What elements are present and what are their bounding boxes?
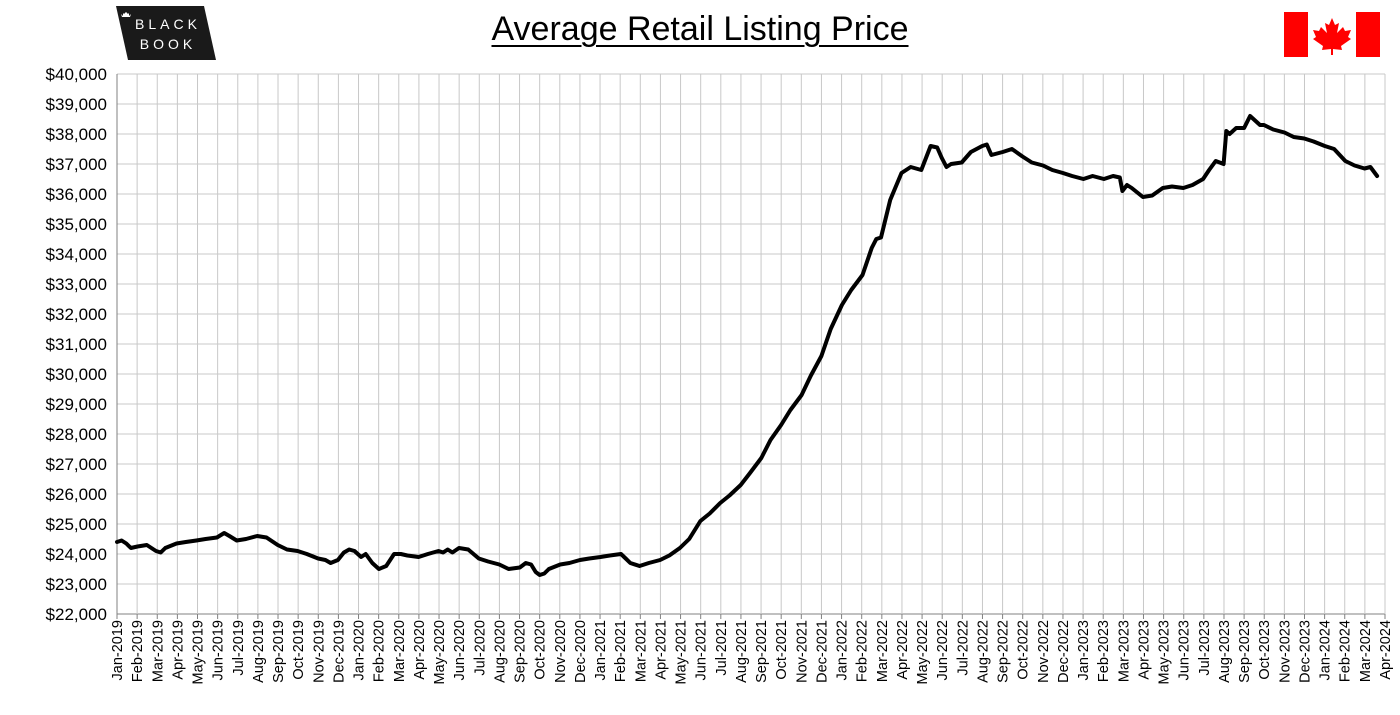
x-tick-label: Dec-2019 <box>331 620 347 683</box>
logo-badge <box>116 6 216 60</box>
x-tick-label: Apr-2019 <box>170 620 186 680</box>
x-tick-label: Jul-2019 <box>231 620 247 676</box>
logo-line1: BLACK <box>135 16 201 32</box>
x-tick-label: Nov-2021 <box>794 620 810 683</box>
x-tick-label: Apr-2022 <box>895 620 911 680</box>
canada-flag-icon <box>1284 12 1380 57</box>
x-tick-label: Jun-2019 <box>211 620 227 680</box>
y-tick-label: $40,000 <box>46 65 107 84</box>
y-tick-label: $29,000 <box>46 395 107 414</box>
x-tick-label: Jan-2023 <box>1076 620 1092 680</box>
chart-grid <box>116 73 1386 619</box>
maple-leaf-icon <box>121 12 131 17</box>
x-tick-label: May-2022 <box>915 620 931 684</box>
y-tick-label: $32,000 <box>46 305 107 324</box>
x-tick-label: Nov-2019 <box>311 620 327 683</box>
x-tick-label: Mar-2024 <box>1358 620 1374 682</box>
y-tick-label: $31,000 <box>46 335 107 354</box>
x-tick-label: Mar-2021 <box>633 620 649 682</box>
x-tick-label: Dec-2021 <box>814 620 830 683</box>
x-tick-label: Aug-2020 <box>492 620 508 683</box>
x-tick-label: Mar-2023 <box>1116 620 1132 682</box>
x-tick-label: Mar-2020 <box>392 620 408 682</box>
x-tick-label: Jul-2020 <box>472 620 488 676</box>
y-tick-label: $33,000 <box>46 275 107 294</box>
flag-band-left <box>1284 12 1308 57</box>
x-tick-label: Sep-2023 <box>1237 620 1253 683</box>
x-tick-label: Oct-2019 <box>291 620 307 680</box>
x-tick-label: May-2020 <box>432 620 448 684</box>
x-tick-label: May-2023 <box>1157 620 1173 684</box>
x-tick-label: Oct-2020 <box>533 620 549 680</box>
x-tick-label: Aug-2023 <box>1217 620 1233 683</box>
x-tick-label: Apr-2023 <box>1136 620 1152 680</box>
y-tick-label: $22,000 <box>46 605 107 624</box>
x-tick-label: Feb-2022 <box>855 620 871 682</box>
x-tick-label: Oct-2022 <box>1016 620 1032 680</box>
x-tick-label: Feb-2019 <box>130 620 146 682</box>
x-tick-label: Jan-2024 <box>1318 620 1334 680</box>
x-tick-label: May-2021 <box>674 620 690 684</box>
x-tick-label: Jul-2021 <box>714 620 730 676</box>
x-tick-label: Feb-2024 <box>1338 620 1354 682</box>
x-tick-label: Jul-2023 <box>1197 620 1213 676</box>
y-tick-label: $24,000 <box>46 545 107 564</box>
y-tick-label: $37,000 <box>46 155 107 174</box>
x-tick-label: Dec-2020 <box>573 620 589 683</box>
x-tick-label: Jan-2022 <box>835 620 851 680</box>
logo-line2: BOOK <box>140 36 196 52</box>
y-tick-label: $27,000 <box>46 455 107 474</box>
x-tick-label: Sep-2019 <box>271 620 287 683</box>
flag-maple-leaf <box>1313 18 1351 55</box>
flag-band-right <box>1356 12 1380 57</box>
y-tick-label: $39,000 <box>46 95 107 114</box>
y-tick-label: $38,000 <box>46 125 107 144</box>
x-tick-label: Oct-2021 <box>774 620 790 680</box>
x-tick-label: Nov-2020 <box>553 620 569 683</box>
x-tick-label: May-2019 <box>191 620 207 684</box>
y-tick-label: $26,000 <box>46 485 107 504</box>
x-tick-label: Apr-2021 <box>653 620 669 680</box>
x-tick-label: Mar-2022 <box>875 620 891 682</box>
series-line <box>115 114 1380 577</box>
y-tick-label: $23,000 <box>46 575 107 594</box>
black-book-logo: BLACK BOOK <box>116 6 216 60</box>
x-tick-label: Jan-2020 <box>352 620 368 680</box>
x-tick-label: Feb-2021 <box>613 620 629 682</box>
x-axis-ticks: Jan-2019 Feb-2019 Mar-2019 Apr-2019 May-2019… <box>110 620 1394 684</box>
y-axis-ticks: $22,000 $23,000 $24,000 $25,000 $26,000 $27,0… <box>46 65 107 624</box>
x-tick-label: Jun-2022 <box>935 620 951 680</box>
x-tick-label: Dec-2022 <box>1056 620 1072 683</box>
y-tick-label: $36,000 <box>46 185 107 204</box>
x-tick-label: Nov-2022 <box>1036 620 1052 683</box>
x-tick-label: Jan-2021 <box>593 620 609 680</box>
x-tick-label: Feb-2020 <box>372 620 388 682</box>
x-tick-label: Jun-2020 <box>452 620 468 680</box>
x-tick-label: Feb-2023 <box>1096 620 1112 682</box>
x-tick-label: Sep-2021 <box>754 620 770 683</box>
y-tick-label: $28,000 <box>46 425 107 444</box>
chart-title: Average Retail Listing Price <box>491 10 909 48</box>
x-tick-label: Jun-2021 <box>694 620 710 680</box>
x-tick-label: Nov-2023 <box>1277 620 1293 683</box>
x-tick-label: Aug-2021 <box>734 620 750 683</box>
x-tick-label: Dec-2023 <box>1297 620 1313 683</box>
x-tick-label: Apr-2024 <box>1378 620 1394 680</box>
x-tick-label: Aug-2022 <box>975 620 991 683</box>
x-tick-label: Sep-2020 <box>513 620 529 683</box>
x-tick-label: Oct-2023 <box>1257 620 1273 680</box>
x-tick-label: Jan-2019 <box>110 620 126 680</box>
y-tick-label: $30,000 <box>46 365 107 384</box>
x-tick-label: Jul-2022 <box>955 620 971 676</box>
y-tick-label: $35,000 <box>46 215 107 234</box>
x-tick-label: Aug-2019 <box>251 620 267 683</box>
x-tick-label: Jun-2023 <box>1177 620 1193 680</box>
x-tick-label: Apr-2020 <box>412 620 428 680</box>
y-tick-label: $25,000 <box>46 515 107 534</box>
x-tick-label: Mar-2019 <box>150 620 166 682</box>
y-tick-label: $34,000 <box>46 245 107 264</box>
x-tick-label: Sep-2022 <box>996 620 1012 683</box>
